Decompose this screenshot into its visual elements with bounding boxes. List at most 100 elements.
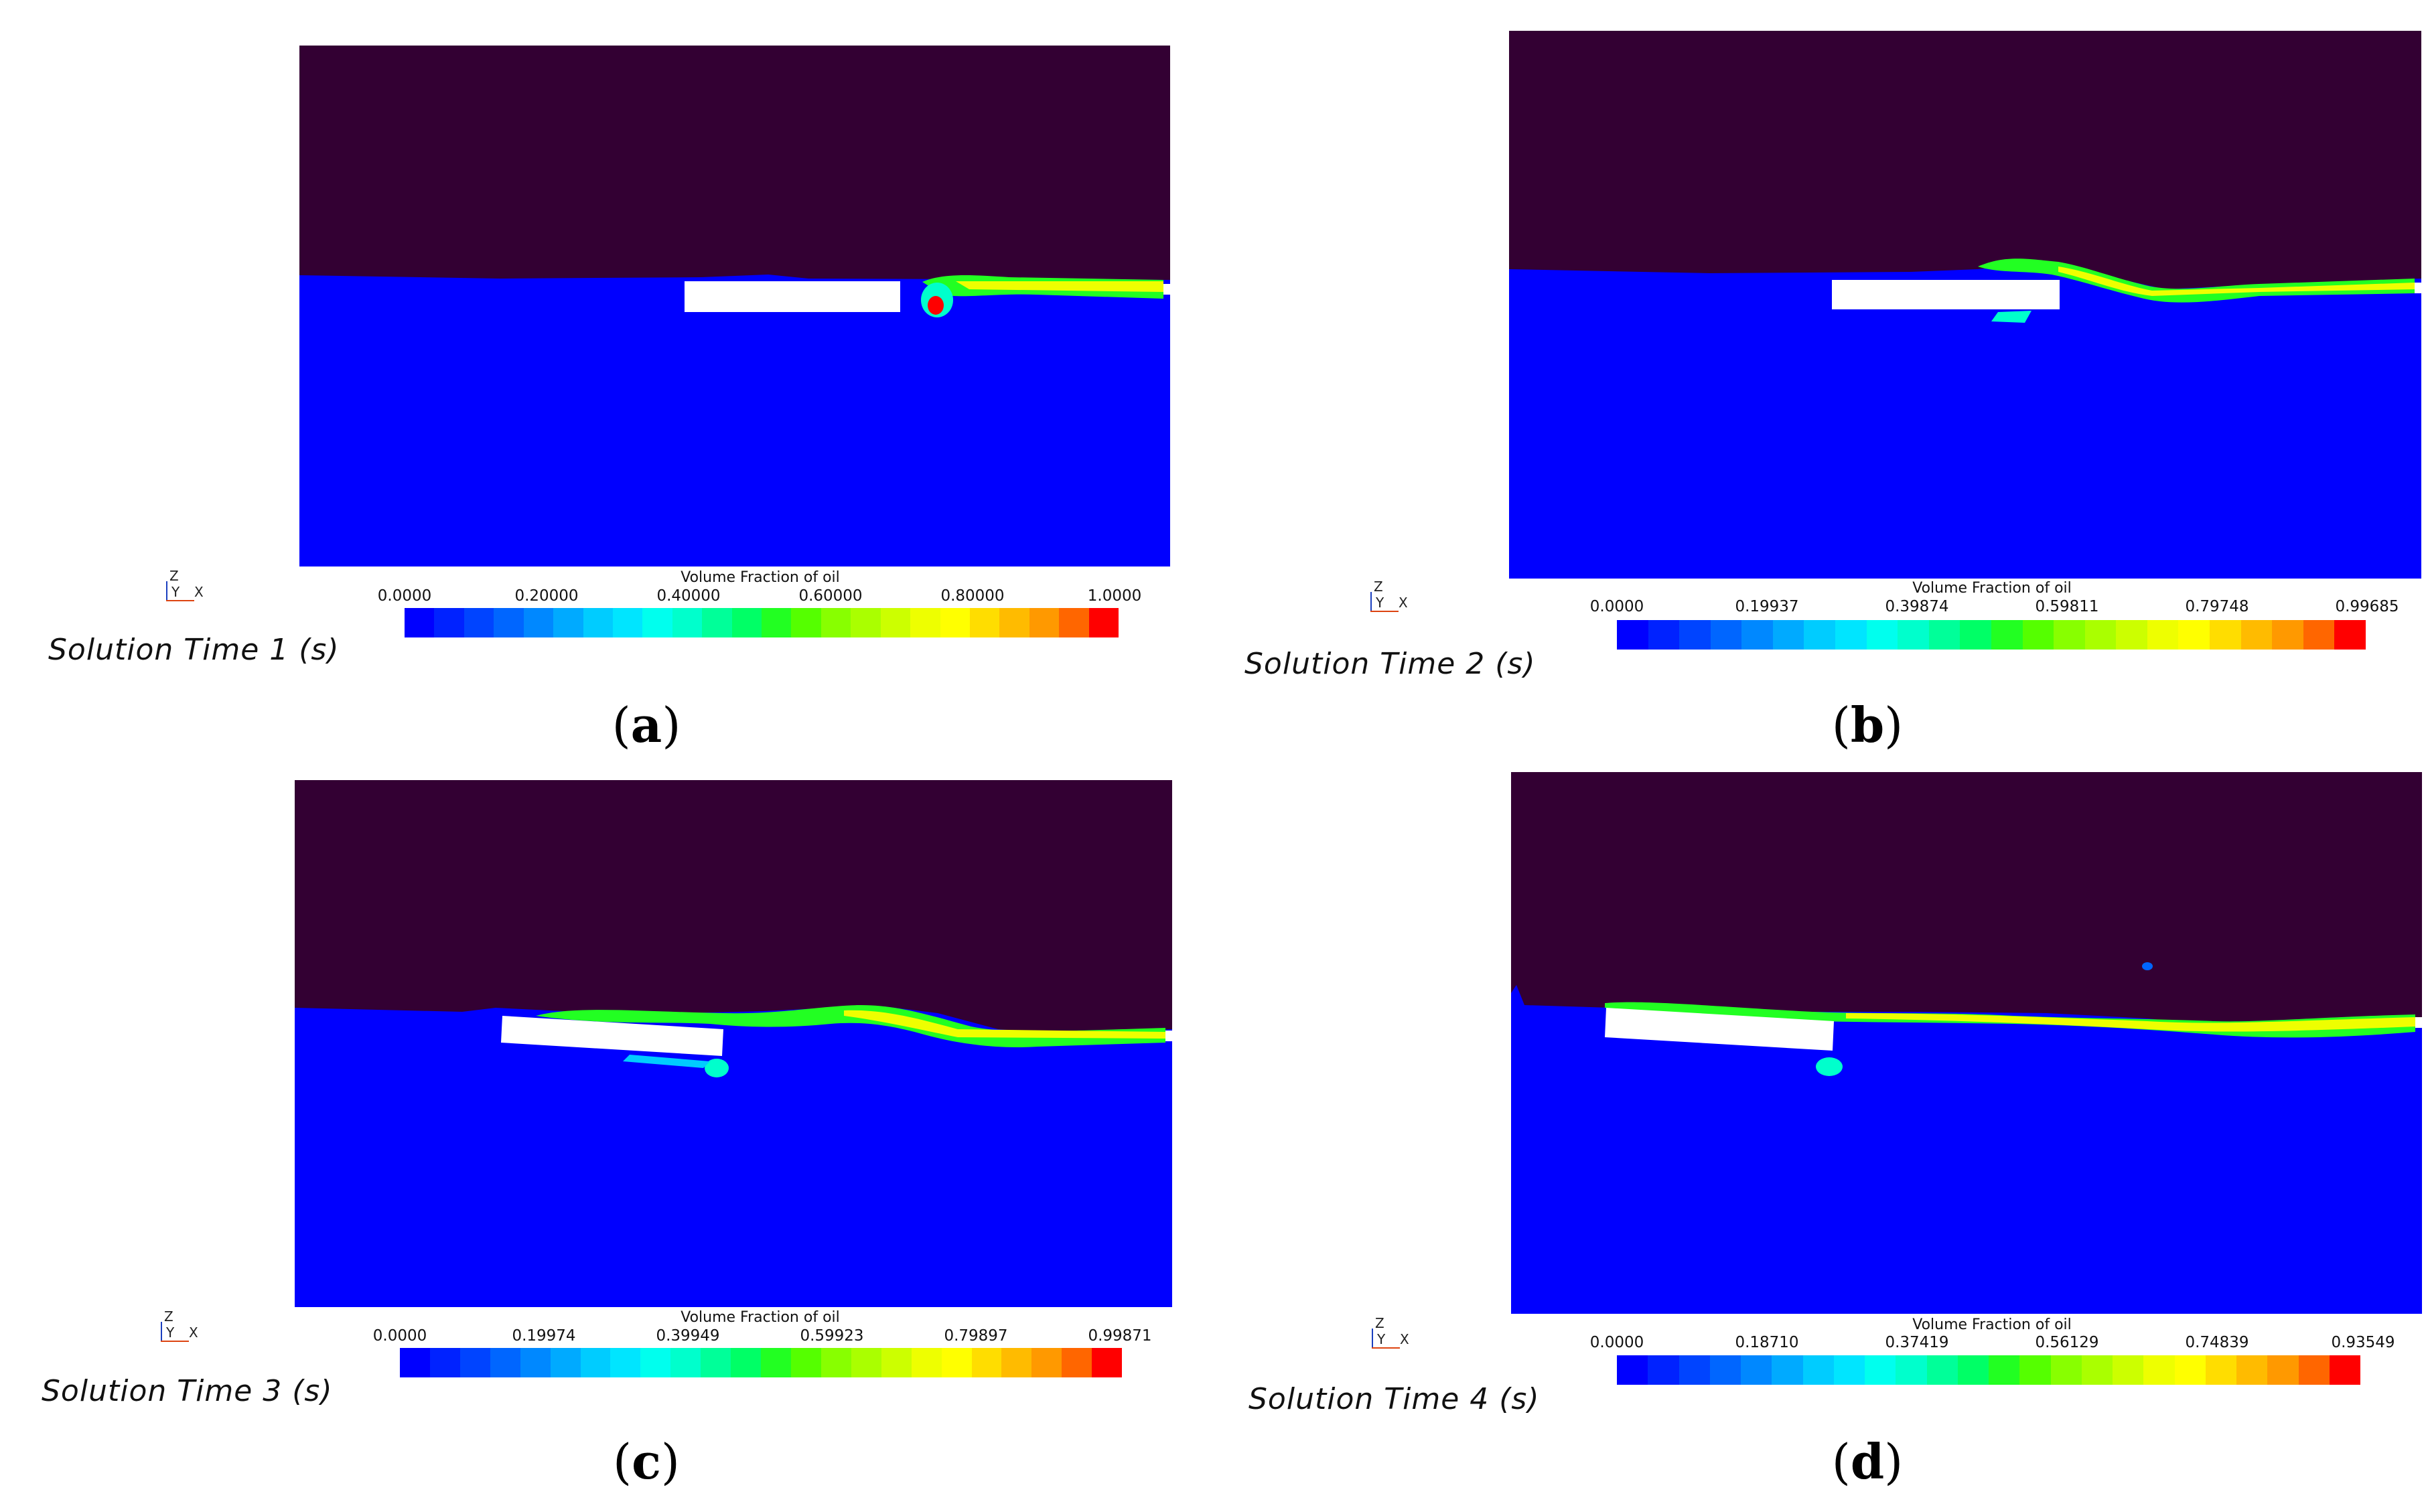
outlet-gap bbox=[2415, 1017, 2422, 1028]
colorbar-segment bbox=[1710, 620, 1742, 650]
colorbar-segment bbox=[1741, 1355, 1772, 1385]
axis-x-label: X bbox=[189, 1325, 198, 1341]
colorbar-segment bbox=[2298, 1355, 2330, 1385]
panel-label-b: (b) bbox=[1831, 696, 1904, 753]
axis-x-label: X bbox=[194, 584, 204, 600]
colorbar-segment bbox=[610, 1348, 641, 1377]
tick-label: 0.60000 bbox=[798, 587, 863, 605]
outlet-gap bbox=[1163, 284, 1170, 295]
simulation-view-a bbox=[299, 46, 1170, 566]
colorbar-segment bbox=[1866, 620, 1898, 650]
colorbar-segment bbox=[880, 608, 911, 637]
colorbar-segment bbox=[762, 608, 792, 637]
colorbar-segment bbox=[490, 1348, 520, 1377]
colorbar-segment bbox=[612, 608, 643, 637]
colorbar-segment bbox=[2143, 1355, 2175, 1385]
colorbar-b bbox=[1617, 620, 2366, 650]
colorbar-segment bbox=[1989, 1355, 2020, 1385]
colorbar-segment bbox=[2113, 1355, 2144, 1385]
colorbar-segment bbox=[2267, 1355, 2299, 1385]
colorbar-segment bbox=[2019, 1355, 2051, 1385]
colorbar-segment bbox=[1802, 1355, 1834, 1385]
tick-label: 0.19937 bbox=[1735, 598, 1799, 615]
axis-x-line bbox=[1370, 611, 1399, 612]
colorbar-segment bbox=[1001, 1348, 1032, 1377]
colorbar-segment bbox=[851, 1348, 881, 1377]
oil-boom-board bbox=[685, 281, 900, 312]
colorbar-segment bbox=[550, 1348, 581, 1377]
tick-label: 0.20000 bbox=[514, 587, 579, 605]
colorbar-segment bbox=[463, 608, 494, 637]
colorbar-segment bbox=[429, 1348, 460, 1377]
colorbar-segment bbox=[820, 1348, 851, 1377]
colorbar-segment bbox=[2147, 620, 2179, 650]
simulation-view-c bbox=[295, 780, 1172, 1307]
contour-plot-a bbox=[299, 46, 1170, 566]
water-region bbox=[295, 1006, 1172, 1307]
colorbar-segment bbox=[2334, 620, 2366, 650]
oil-wisps bbox=[623, 1055, 710, 1068]
simulation-view-b bbox=[1509, 31, 2421, 579]
oil-vortex bbox=[705, 1059, 729, 1077]
colorbar-segment bbox=[1991, 620, 2023, 650]
colorbar-segment bbox=[640, 1348, 671, 1377]
colorbar-segment bbox=[761, 1348, 791, 1377]
legend-title-b: Volume Fraction of oil bbox=[1912, 580, 2072, 597]
colorbar-segment bbox=[1679, 620, 1711, 650]
solution-time-c: Solution Time 3 (s) bbox=[42, 1374, 333, 1408]
axis-x-line bbox=[166, 600, 194, 601]
colorbar-segment bbox=[2303, 620, 2335, 650]
colorbar-segment bbox=[1957, 1355, 1989, 1385]
colorbar-segment bbox=[999, 608, 1029, 637]
tick-label: 0.80000 bbox=[940, 587, 1005, 605]
colorbar-segment bbox=[2081, 1355, 2113, 1385]
colorbar-segment bbox=[1772, 1355, 1803, 1385]
axis-z-label: Z bbox=[164, 1308, 173, 1325]
tick-label: 0.93549 bbox=[2331, 1334, 2395, 1351]
colorbar-segment bbox=[2084, 620, 2117, 650]
colorbar-segment bbox=[1648, 620, 1680, 650]
colorbar-segment bbox=[910, 608, 940, 637]
tick-label: 0.79897 bbox=[944, 1327, 1008, 1345]
panel-letter: c bbox=[632, 1433, 661, 1490]
axis-y-label: Y bbox=[171, 584, 180, 600]
water-region bbox=[299, 275, 1170, 566]
colorbar-segment bbox=[911, 1348, 942, 1377]
axis-z-label: Z bbox=[1374, 579, 1383, 595]
colorbar-segment bbox=[1926, 1355, 1958, 1385]
colorbar-segment bbox=[1709, 1355, 1741, 1385]
colorbar-segment bbox=[583, 608, 613, 637]
colorbar-c bbox=[400, 1348, 1123, 1377]
colorbar-segment bbox=[1679, 1355, 1710, 1385]
colorbar-d bbox=[1617, 1355, 2360, 1385]
contour-plot-d bbox=[1511, 772, 2422, 1314]
axis-z-line bbox=[166, 581, 167, 601]
tick-label: 0.99685 bbox=[2335, 598, 2399, 615]
oil-core bbox=[2058, 267, 2415, 296]
colorbar-segment bbox=[2272, 620, 2303, 650]
solution-time-a: Solution Time 1 (s) bbox=[48, 633, 340, 667]
tick-label: 0.40000 bbox=[656, 587, 721, 605]
tick-label: 0.19974 bbox=[512, 1327, 576, 1345]
panel-label-a: (a) bbox=[612, 696, 681, 753]
colorbar-segment bbox=[580, 1348, 611, 1377]
colorbar-segment bbox=[1031, 1348, 1062, 1377]
tick-label: 0.0000 bbox=[372, 1327, 427, 1345]
tick-label: 0.59923 bbox=[800, 1327, 864, 1345]
colorbar-segment bbox=[2209, 620, 2241, 650]
axis-z-label: Z bbox=[169, 568, 179, 584]
colorbar-segment bbox=[1088, 608, 1119, 637]
tick-label: 1.0000 bbox=[1087, 587, 1142, 605]
colorbar-segment bbox=[2178, 620, 2210, 650]
axis-z-line bbox=[161, 1322, 162, 1342]
colorbar-segment bbox=[1928, 620, 1960, 650]
oil-layer bbox=[1978, 258, 2415, 303]
colorbar-segment bbox=[494, 608, 524, 637]
outlet-gap bbox=[2415, 283, 2421, 293]
tick-label: 0.18710 bbox=[1735, 1334, 1799, 1351]
oil-boom-board bbox=[1605, 1008, 1834, 1051]
axis-y-label: Y bbox=[1376, 595, 1384, 611]
oil-droplet bbox=[2142, 962, 2153, 970]
colorbar-segment bbox=[820, 608, 851, 637]
colorbar-segment bbox=[1833, 1355, 1865, 1385]
